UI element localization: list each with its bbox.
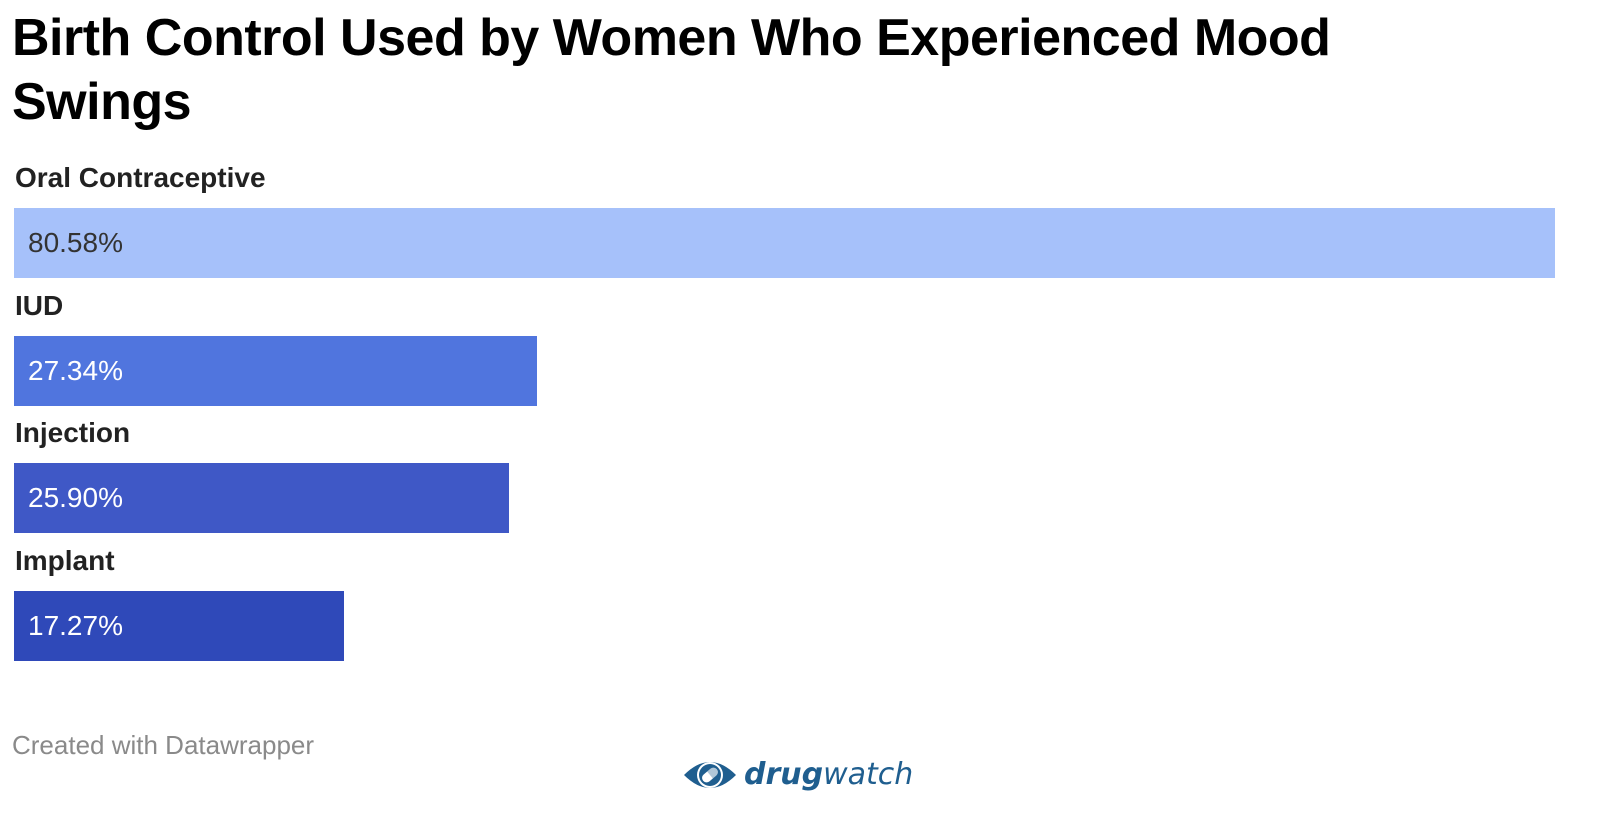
bar-value-label: 27.34% <box>28 354 123 386</box>
bar-category-label: Oral Contraceptive <box>15 162 266 193</box>
datawrapper-credit[interactable]: Created with Datawrapper <box>12 730 315 760</box>
bar[interactable]: 17.27% <box>14 590 344 661</box>
bar-value-label: 25.90% <box>28 482 123 513</box>
bar-category-label: Implant <box>15 544 115 576</box>
bar[interactable]: 80.58% <box>14 208 1555 278</box>
bar-category-label: IUD <box>15 289 64 321</box>
brand-name-bold: drug <box>744 757 824 792</box>
brand-name-light: watch <box>823 757 914 792</box>
brand-name: drugwatch <box>744 753 913 797</box>
bar[interactable]: 25.90% <box>14 463 509 533</box>
bar-value-label: 17.27% <box>28 609 123 641</box>
bar-category-label: Injection <box>15 417 131 448</box>
drugwatch-logo[interactable]: drugwatch <box>682 750 913 800</box>
bar-value-label: 80.58% <box>28 227 123 258</box>
eye-pill-icon <box>684 762 736 788</box>
bar[interactable]: 27.34% <box>14 335 537 406</box>
chart-title: Birth Control Used by Women Who Experien… <box>12 9 1331 131</box>
